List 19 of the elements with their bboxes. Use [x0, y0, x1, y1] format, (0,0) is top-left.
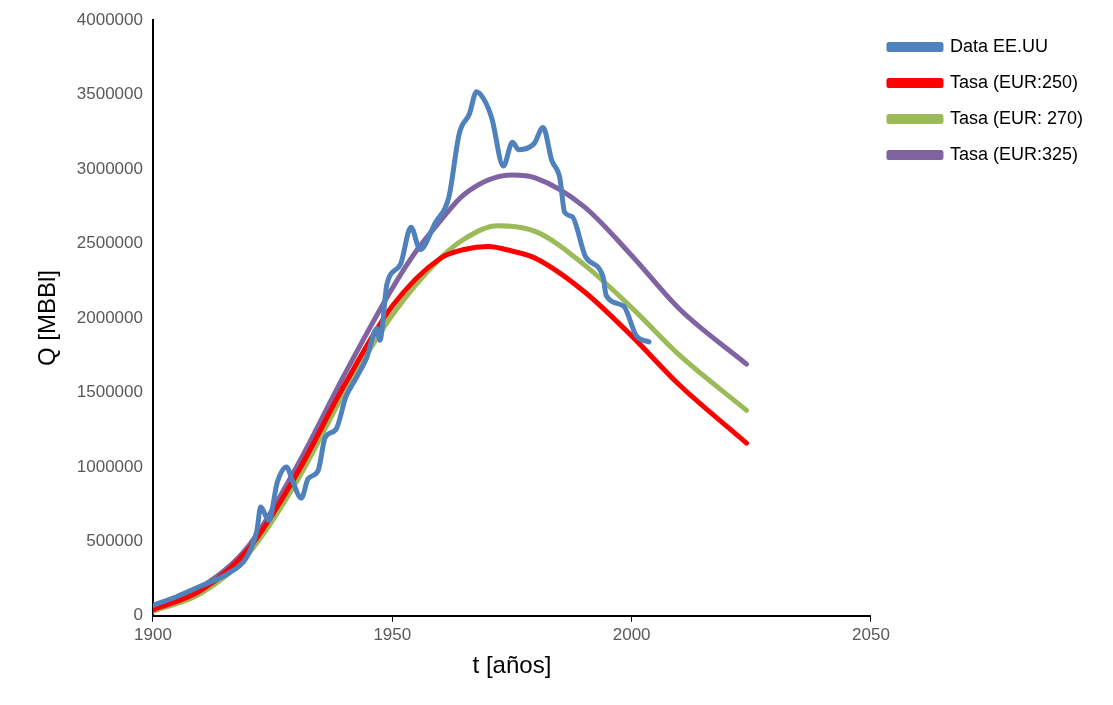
y-tick-label: 3000000	[76, 158, 143, 178]
y-tick-label: 1500000	[76, 382, 143, 402]
y-tick-label: 3500000	[76, 84, 143, 104]
y-tick-label: 1000000	[76, 456, 143, 476]
legend-label: Tasa (EUR: 270)	[949, 107, 1084, 128]
x-tick-label: 2050	[852, 624, 890, 644]
y-tick-label: 2500000	[76, 233, 143, 253]
legend-label: Tasa (EUR:250)	[949, 71, 1079, 92]
x-tick-label: 2000	[612, 624, 651, 644]
y-tick-label: 4000000	[76, 9, 143, 29]
x-axis-title: t [años]	[472, 651, 552, 679]
y-tick-label: 2000000	[76, 307, 143, 327]
legend-label: Tasa (EUR:325)	[949, 143, 1079, 164]
y-axis-title: Q [MBBl]	[33, 269, 61, 367]
x-tick-label: 1950	[373, 624, 412, 644]
legend-label: Data EE.UU	[949, 35, 1048, 56]
y-tick-label: 0	[133, 605, 143, 625]
x-tick-label: 1900	[134, 624, 172, 644]
y-tick-label: 500000	[86, 531, 143, 551]
